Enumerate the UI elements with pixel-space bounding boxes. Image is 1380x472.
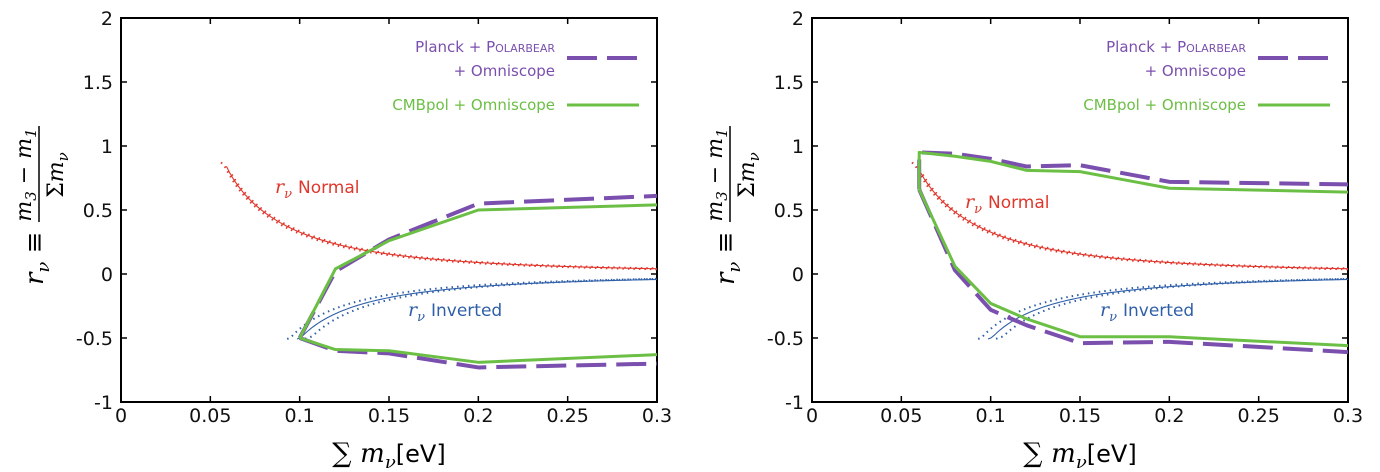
y-tick-label: 1.5 (774, 72, 804, 94)
x-tick-label: 0.15 (1059, 405, 1101, 427)
inverted-hierarchy-band (977, 277, 1348, 340)
inverted-hierarchy-band (995, 277, 1348, 340)
x-tick-label: 0.3 (1333, 405, 1363, 427)
y-tick-label: 0 (792, 264, 804, 286)
y-tick-label: 1 (792, 136, 804, 158)
y-tick-label: 1 (101, 136, 113, 158)
theory-curves (911, 161, 1348, 340)
annotation-inverted: rν Inverted (408, 299, 502, 325)
x-tick-label: 0.2 (1154, 405, 1184, 427)
cmbpol-lower-line (299, 336, 658, 364)
x-tick-label: 0 (806, 405, 818, 427)
y-tick-label: -1 (785, 392, 804, 414)
y-tick-label: 0 (101, 264, 113, 286)
y-tick-label: -0.5 (76, 328, 113, 350)
y-tick-label: 1.5 (83, 72, 113, 94)
annotation-normal: rν Normal (965, 191, 1050, 217)
cmbpol-upper-line (917, 150, 1349, 194)
x-tick-label: 0.2 (463, 405, 493, 427)
planck-polarbear-upper-line (917, 150, 1349, 190)
right-chart-panel: 0 0.05 0.1 0.15 0.2 0.25 0.3 -1 -0.5 0 0.5 1 1.5 2 ∑ m… (703, 8, 1363, 472)
svg-text:rν ≡: rν ≡ (711, 232, 745, 285)
x-tick-label: 0.05 (880, 405, 922, 427)
legend-label-planck: Planck + POLARBEAR (415, 38, 555, 56)
normal-hierarchy-band (230, 174, 657, 270)
y-tick-label: 2 (792, 8, 804, 30)
left-chart-panel: 0 0.05 0.1 0.15 0.2 0.25 0.3 -1 -0.5 0 0.5 1 1.5 2 ∑ m… (12, 8, 672, 472)
normal-hierarchy-curve (225, 165, 657, 270)
y-tick-label: 0.5 (83, 200, 113, 222)
x-tick-label: 0.1 (976, 405, 1006, 427)
x-tick-label: 0.15 (368, 405, 410, 427)
plot-frame (120, 17, 658, 403)
x-tick-label: 0.1 (285, 405, 315, 427)
normal-hierarchy-band (220, 161, 657, 271)
svg-text:Σmν: Σmν (735, 152, 763, 198)
x-tick-label: 0.05 (189, 405, 231, 427)
x-tick-label: 0 (115, 405, 127, 427)
legend-label-cmbpol: CMBpol + Omniscope (392, 96, 555, 114)
planck-polarbear-lower-line (917, 188, 1349, 355)
x-axis-label: ∑ mν[eV] (1023, 438, 1136, 472)
x-tick-label: 0.3 (642, 405, 672, 427)
svg-text:m3 − m1: m3 − m1 (703, 128, 731, 221)
plot-frame (811, 17, 1349, 403)
inverted-hierarchy-band (286, 277, 657, 340)
x-tick-label: 0.25 (547, 405, 589, 427)
y-tick-label: 2 (101, 8, 113, 30)
legend-label-planck-line2: + Omniscope (454, 62, 555, 80)
svg-text:rν ≡: rν ≡ (20, 232, 54, 285)
x-tick-label: 0.25 (1238, 405, 1280, 427)
normal-hierarchy-band (921, 174, 1348, 270)
inverted-hierarchy-band (304, 277, 657, 340)
legend-label-planck: Planck + POLARBEAR (1106, 38, 1246, 56)
x-axis-label: ∑ mν[eV] (332, 438, 445, 472)
legend-label-planck-line2: + Omniscope (1145, 62, 1246, 80)
normal-hierarchy-band (911, 161, 1348, 271)
legend-label-cmbpol: CMBpol + Omniscope (1083, 96, 1246, 114)
y-tick-label: -1 (94, 392, 113, 414)
theory-curves (220, 161, 657, 340)
svg-text:Σmν: Σmν (44, 152, 72, 198)
y-tick-label: 0.5 (774, 200, 804, 222)
svg-text:m3 − m1: m3 − m1 (12, 128, 40, 221)
annotation-normal: rν Normal (275, 176, 360, 202)
y-tick-label: -0.5 (767, 328, 804, 350)
annotation-inverted: rν Inverted (1100, 299, 1194, 325)
